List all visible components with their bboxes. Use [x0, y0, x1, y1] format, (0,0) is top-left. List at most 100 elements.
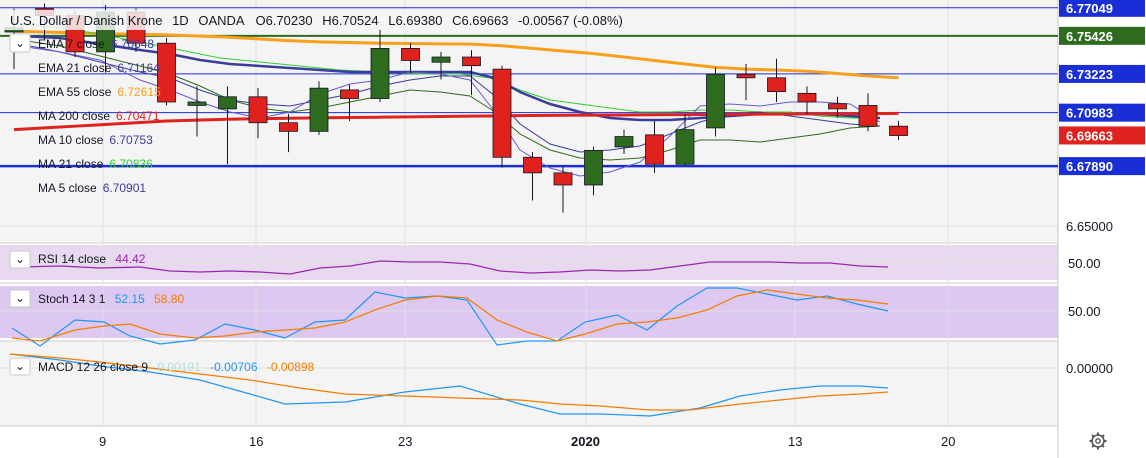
- candle-body: [401, 48, 420, 61]
- rsi-label: RSI 14 close: [38, 252, 106, 266]
- price-scale[interactable]: 6.77049 6.75426 6.73223 6.70983 6.69663 6.678…: [1059, 0, 1145, 176]
- stoch-scale-label: 50.00: [1068, 304, 1101, 319]
- candle-body: [614, 136, 634, 148]
- candle: [828, 96, 847, 118]
- ohlc-high: H6.70524: [322, 13, 378, 28]
- candle-body: [584, 149, 603, 186]
- price-tag-bg: [1059, 103, 1145, 122]
- macd-hist-value: 0.00191: [157, 360, 201, 374]
- price-tag-label: 6.69663: [1066, 128, 1113, 143]
- candle: [157, 38, 176, 106]
- macd-value: -0.00706: [210, 360, 258, 374]
- candle: [645, 121, 664, 173]
- price-tag-bg: [1059, 126, 1145, 145]
- stoch-label: Stoch 14 3 1: [38, 292, 106, 306]
- interval-label: 1D: [172, 13, 189, 28]
- price-tag: 6.70983: [1059, 103, 1145, 122]
- macd-legend-toggle[interactable]: ⌄: [9, 357, 31, 376]
- candle-body: [309, 87, 329, 132]
- macd-scale-label: 0.00000: [1066, 361, 1113, 376]
- price-tag-label: 6.77049: [1066, 1, 1113, 16]
- rsi-scale-label: 50.00: [1068, 256, 1101, 271]
- chevron-down-icon: ⌄: [15, 291, 25, 305]
- ohlc-close: C6.69663: [452, 13, 508, 28]
- price-label-6650: 6.65000: [1066, 219, 1113, 234]
- candle-body: [858, 105, 878, 127]
- rsi-value: 44.42: [115, 252, 145, 266]
- candle: [767, 58, 786, 102]
- time-axis[interactable]: 9 16 23 2020 13 20: [99, 434, 955, 449]
- candle-body: [553, 172, 573, 186]
- svg-text:MACD 12 26 close 9 0.00191: MACD 12 26 close 9 0.00191 -0.00706 -0.0…: [38, 360, 315, 374]
- chevron-down-icon: ⌄: [15, 36, 25, 50]
- candle: [736, 63, 756, 101]
- legend-label: MA 200 close: [38, 109, 110, 123]
- candle-body: [431, 56, 451, 63]
- candle-body: [828, 103, 847, 110]
- chevron-down-icon: ⌄: [15, 252, 25, 266]
- legend-value: 6.72615: [117, 85, 161, 99]
- legend-label: MA 21 close: [38, 157, 104, 171]
- candle-body: [645, 134, 664, 165]
- rsi-legend-toggle[interactable]: ⌄: [9, 250, 31, 269]
- candle: [279, 114, 298, 153]
- candle: [187, 86, 207, 137]
- chevron-down-icon: ⌄: [15, 359, 25, 373]
- ohlc-open: O6.70230: [255, 13, 312, 28]
- candle: [370, 29, 390, 102]
- time-axis-bg: [0, 426, 1058, 458]
- legend-label: MA 5 close: [38, 181, 97, 195]
- legend-label: EMA 21 close: [38, 61, 112, 75]
- price-tag-bg: [1059, 26, 1145, 45]
- rsi-line: [19, 260, 889, 275]
- ema55-line: [13, 29, 899, 80]
- time-label-9: 9: [99, 434, 106, 449]
- macd-line: [9, 353, 889, 417]
- candle-body: [675, 129, 695, 165]
- candle: [675, 114, 695, 166]
- candle-body: [462, 56, 481, 67]
- stoch-legend-toggle[interactable]: ⌄: [9, 289, 31, 308]
- stoch-d-line: [11, 289, 889, 342]
- legend-value: 6.70471: [116, 109, 160, 123]
- candle-body: [767, 77, 786, 93]
- candle: [553, 165, 573, 213]
- stoch-band: [0, 286, 1058, 338]
- stoch-k-value: 52.15: [115, 292, 145, 306]
- ohlc-change: -0.00567 (-0.08%): [518, 13, 623, 28]
- candle-body: [187, 101, 207, 106]
- candle: [889, 121, 908, 141]
- ohlc-low: L6.69380: [388, 13, 442, 28]
- legend-item: MA 5 close 6.70901: [38, 181, 146, 195]
- legend-value: 6.71164: [117, 61, 160, 75]
- candle-body: [248, 96, 268, 124]
- candle-body: [279, 122, 298, 132]
- price-tag-bg: [1059, 0, 1145, 17]
- candle-body: [492, 68, 512, 158]
- time-label-16: 16: [249, 434, 263, 449]
- svg-text:RSI 14 close 44.42: RSI 14 close 44.42: [38, 252, 146, 266]
- legend-collapse-toggle[interactable]: ⌄: [9, 33, 31, 53]
- candle: [248, 88, 268, 139]
- legend-label: EMA 55 close: [38, 85, 112, 99]
- broker-label: OANDA: [198, 13, 245, 28]
- price-tag: 6.73223: [1059, 64, 1145, 83]
- price-tag-label: 6.70983: [1066, 106, 1113, 121]
- candle-body: [218, 96, 237, 110]
- gear-icon[interactable]: [1089, 432, 1107, 450]
- legend-value: 6.70753: [109, 133, 153, 147]
- legend-value: 6.70901: [103, 181, 147, 195]
- candle: [614, 129, 634, 154]
- candle-body: [889, 125, 908, 136]
- legend-item: EMA 7 close 6.70648: [38, 37, 154, 51]
- time-label-2020: 2020: [571, 434, 600, 449]
- price-tag-label: 6.67890: [1066, 159, 1113, 174]
- time-label-20: 20: [941, 434, 955, 449]
- price-tag-bg: [1059, 157, 1145, 176]
- price-tag: 6.75426: [1059, 26, 1145, 45]
- ma200-line: [13, 111, 899, 132]
- candle-body: [340, 89, 359, 99]
- candle: [431, 51, 451, 80]
- stoch-k-line: [11, 287, 889, 347]
